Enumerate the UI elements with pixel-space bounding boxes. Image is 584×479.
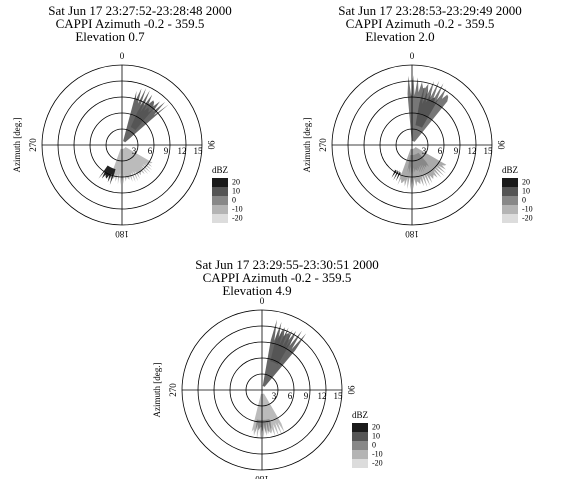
colorbar-band <box>212 196 228 205</box>
azimuth-tick-label: 180 <box>405 229 419 239</box>
azimuth-tick-label: 90 <box>346 386 356 396</box>
azimuth-tick-label: 0 <box>120 51 125 61</box>
azimuth-tick-label: 270 <box>168 383 178 397</box>
range-tick-label: 15 <box>334 391 344 401</box>
y-axis-label: Azimuth [deg.] <box>152 363 162 418</box>
colorbar-label: dBZ <box>212 165 228 175</box>
colorbar-tick-label: -20 <box>372 458 383 467</box>
colorbar-tick-label: 20 <box>232 177 240 186</box>
colorbar-tick-label: 0 <box>232 195 236 204</box>
range-tick-label: 3 <box>422 146 427 156</box>
colorbar-band <box>352 459 368 468</box>
radar-echo <box>109 147 153 185</box>
range-tick-label: 3 <box>272 391 277 401</box>
colorbar-band <box>502 178 518 187</box>
panel-annotation: Elevation 0.7 <box>75 29 145 44</box>
range-tick-label: 15 <box>484 146 494 156</box>
radar-echo <box>391 169 402 182</box>
colorbar-band <box>212 214 228 223</box>
colorbar-tick-label: 20 <box>372 422 380 431</box>
colorbar-band <box>352 450 368 459</box>
colorbar-tick-label: -20 <box>522 213 533 222</box>
colorbar-band <box>502 196 518 205</box>
range-tick-label: 6 <box>288 391 293 401</box>
colorbar-band <box>212 178 228 187</box>
azimuth-tick-label: 270 <box>28 138 38 152</box>
colorbar-band <box>502 187 518 196</box>
range-tick-label: 12 <box>318 391 327 401</box>
panel-annotation: Elevation 4.9 <box>222 283 291 298</box>
colorbar-tick-label: 0 <box>372 440 376 449</box>
radar-echo <box>130 99 154 131</box>
colorbar-tick-label: 10 <box>232 186 240 195</box>
colorbar-band <box>502 214 518 223</box>
radar-echo <box>270 327 296 365</box>
azimuth-tick-label: 180 <box>115 229 129 239</box>
azimuth-tick-label: 90 <box>206 141 216 151</box>
colorbar-band <box>352 432 368 441</box>
range-tick-label: 3 <box>132 146 137 156</box>
azimuth-tick-label: 0 <box>410 51 415 61</box>
y-axis-label: Azimuth [deg.] <box>302 118 312 173</box>
range-tick-label: 9 <box>164 146 169 156</box>
colorbar-band <box>212 205 228 214</box>
colorbar-tick-label: 10 <box>522 186 530 195</box>
radar-echo <box>397 147 447 190</box>
range-tick-label: 9 <box>454 146 459 156</box>
azimuth-tick-label: 180 <box>255 474 269 479</box>
range-tick-label: 9 <box>304 391 309 401</box>
range-tick-label: 15 <box>194 146 204 156</box>
colorbar-tick-label: -20 <box>232 213 243 222</box>
y-axis-label: Azimuth [deg.] <box>12 118 22 173</box>
colorbar-tick-label: -10 <box>522 204 533 213</box>
colorbar-band <box>212 187 228 196</box>
colorbar-band <box>502 205 518 214</box>
colorbar-tick-label: 10 <box>372 431 380 440</box>
panel-title: Sat Jun 17 23:27:52-23:28:48 2000 <box>48 3 231 18</box>
colorbar-tick-label: 0 <box>522 195 526 204</box>
colorbar-tick-label: -10 <box>372 449 383 458</box>
panel-subtitle: CAPPI Azimuth -0.2 - 359.5 <box>203 270 352 285</box>
azimuth-tick-label: 270 <box>318 138 328 152</box>
range-tick-label: 12 <box>178 146 187 156</box>
colorbar-band <box>352 423 368 432</box>
panel-subtitle: CAPPI Azimuth -0.2 - 359.5 <box>346 16 495 31</box>
colorbar-tick-label: -10 <box>232 204 243 213</box>
colorbar-tick-label: 20 <box>522 177 530 186</box>
radar-echo <box>255 419 272 435</box>
panel-subtitle: CAPPI Azimuth -0.2 - 359.5 <box>56 16 205 31</box>
radar-echo <box>407 152 430 175</box>
azimuth-tick-label: 0 <box>260 296 265 306</box>
colorbar-label: dBZ <box>502 165 518 175</box>
panel-annotation: Elevation 2.0 <box>365 29 434 44</box>
range-tick-label: 6 <box>438 146 443 156</box>
range-tick-label: 12 <box>468 146 477 156</box>
radar-echo <box>98 165 116 185</box>
radar-echo <box>415 86 441 128</box>
radar-echo <box>251 393 285 440</box>
colorbar-label: dBZ <box>352 410 368 420</box>
panel-title: Sat Jun 17 23:28:53-23:29:49 2000 <box>338 3 521 18</box>
panel-title: Sat Jun 17 23:29:55-23:30:51 2000 <box>195 257 378 272</box>
azimuth-tick-label: 90 <box>496 141 506 151</box>
range-tick-label: 6 <box>148 146 153 156</box>
colorbar-band <box>352 441 368 450</box>
